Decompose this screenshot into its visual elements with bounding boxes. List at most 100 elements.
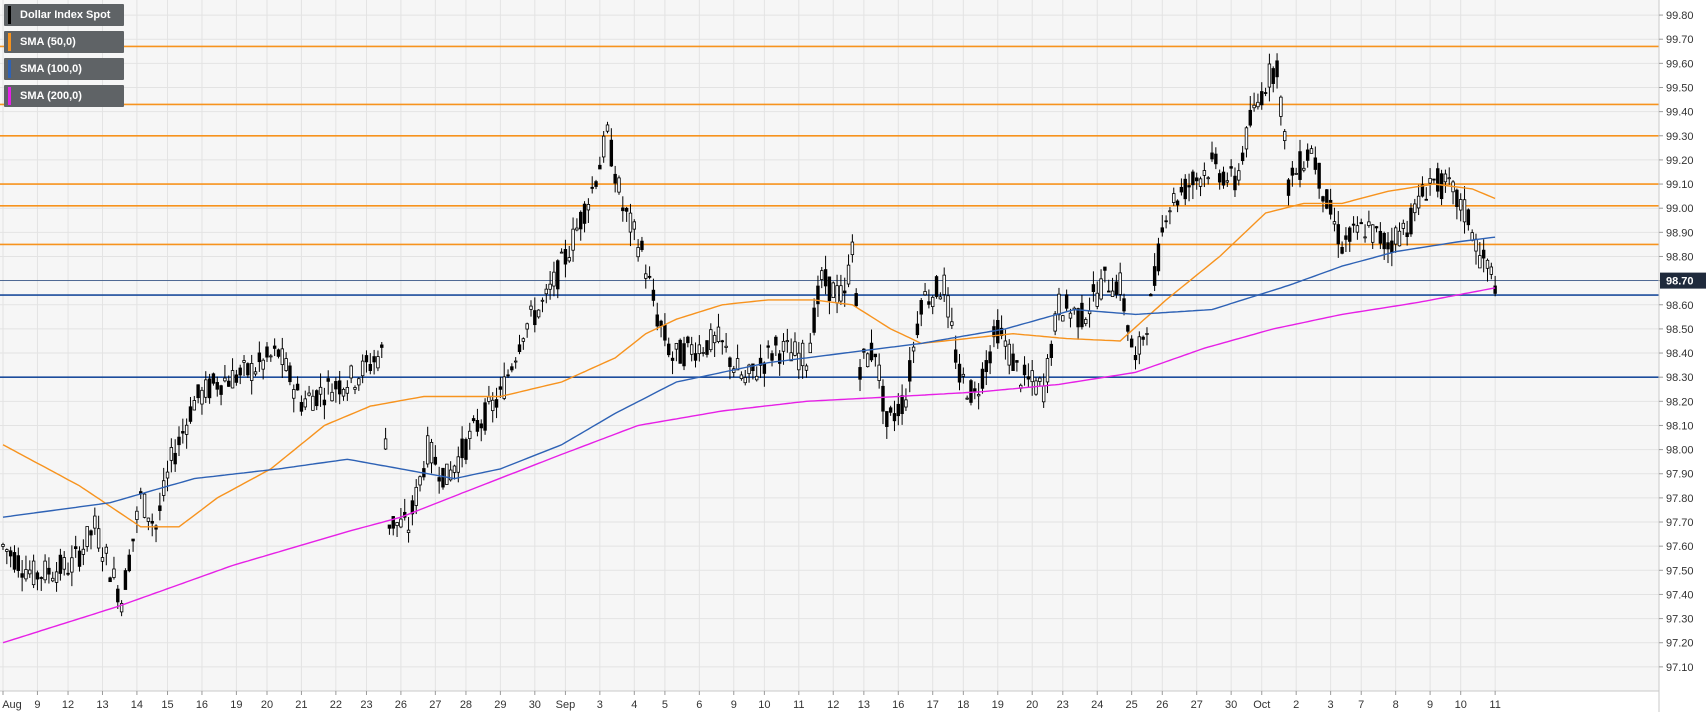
candle-down [1240, 152, 1245, 162]
y-tick-label: 98.10 [1666, 420, 1694, 432]
candle-down [1152, 266, 1157, 286]
candle-up [395, 522, 399, 526]
x-tick-label: 20 [1026, 699, 1038, 711]
legend-item-sma100[interactable]: SMA (100,0) [4, 58, 125, 80]
candle-up [1428, 178, 1432, 184]
x-tick-label: 28 [460, 699, 472, 711]
candle-down [337, 380, 342, 395]
candle-down [437, 477, 441, 482]
candle-down [1229, 166, 1233, 169]
candle-up [54, 571, 59, 583]
legend-item-price[interactable]: Dollar Index Spot [4, 4, 125, 26]
candle-down [483, 402, 487, 431]
candle-down [1149, 293, 1153, 297]
candle-down [892, 413, 897, 422]
x-tick-label: 27 [429, 699, 441, 711]
candle-down [127, 554, 131, 572]
x-tick-label: 10 [1455, 699, 1467, 711]
candle-down [934, 276, 939, 297]
y-tick-label: 98.50 [1666, 324, 1694, 336]
candle-up [249, 363, 254, 381]
candle-down [150, 520, 154, 524]
candle-up [525, 323, 529, 330]
candle-up [835, 285, 839, 304]
candle-up [1038, 377, 1042, 382]
legend-swatch [8, 60, 11, 78]
candle-down [1336, 224, 1340, 245]
candle-up [701, 352, 705, 354]
x-tick-label: 18 [957, 699, 969, 711]
candle-down [777, 353, 782, 364]
candle-down [464, 439, 468, 460]
x-tick-label: 27 [1191, 699, 1203, 711]
legend-item-sma50[interactable]: SMA (50,0) [4, 31, 125, 53]
candle-down [670, 357, 675, 361]
candle-up [119, 603, 124, 613]
candle-down [869, 342, 874, 361]
x-tick-label: 11 [1489, 699, 1500, 711]
candle-down [89, 530, 93, 536]
candle-down [368, 363, 372, 371]
candle-up [349, 365, 353, 379]
candle-up [1474, 238, 1478, 252]
candle-down [728, 357, 732, 367]
y-tick-label: 99.60 [1666, 58, 1694, 70]
y-tick-label: 97.30 [1666, 614, 1694, 626]
candle-up [536, 309, 541, 318]
candle-up [1118, 272, 1122, 295]
candle-down [295, 383, 300, 391]
candle-down [20, 573, 24, 578]
price-tag-label: 98.70 [1666, 276, 1694, 288]
legend-item-sma200[interactable]: SMA (200,0) [4, 85, 125, 107]
candle-down [1286, 179, 1291, 196]
candle-up [747, 364, 751, 375]
y-tick-label: 99.20 [1666, 155, 1694, 167]
candle-up [1007, 343, 1011, 366]
candle-down [563, 249, 568, 265]
candle-down [1217, 173, 1222, 183]
x-tick-label: 26 [1156, 699, 1168, 711]
candle-up [976, 394, 981, 397]
candle-down [888, 407, 893, 413]
candle-up [712, 335, 717, 344]
candle-down [1390, 240, 1394, 253]
candle-down [1378, 230, 1383, 244]
candle-down [705, 340, 709, 355]
candle-down [774, 336, 778, 346]
x-tick-label: Oct [1253, 699, 1270, 711]
y-tick-label: 99.40 [1666, 107, 1694, 119]
candle-down [265, 346, 269, 358]
candle-down [1317, 162, 1321, 189]
x-tick-label: 3 [1328, 699, 1334, 711]
legend-label: SMA (200,0) [20, 90, 82, 102]
candle-up [1, 543, 5, 547]
candle-up [62, 557, 66, 570]
candle-up [1252, 104, 1256, 109]
candle-up [1099, 278, 1103, 300]
sma-100-line [2, 236, 1496, 518]
candle-down [984, 360, 988, 373]
candle-down [762, 362, 767, 374]
x-tick-label: 13 [96, 699, 108, 711]
candle-down [533, 310, 537, 326]
candle-down [1466, 209, 1471, 226]
candle-up [269, 355, 273, 358]
candle-up [513, 360, 518, 363]
candle-down [12, 552, 17, 570]
grid [0, 0, 1659, 691]
candle-down [471, 418, 476, 422]
candle-down [234, 374, 239, 383]
candle-down [770, 353, 774, 361]
candle-down [1409, 207, 1413, 235]
candle-down [900, 395, 904, 415]
y-tick-label: 98.80 [1666, 251, 1694, 263]
legend: Dollar Index Spot SMA (50,0) SMA (100,0)… [4, 4, 125, 112]
candle-up [575, 227, 579, 231]
candle-up [1202, 170, 1207, 176]
candle-up [689, 344, 694, 355]
candle-down [686, 336, 690, 344]
candle-down [1386, 242, 1390, 250]
candle-up [487, 396, 491, 402]
candle-down [1374, 226, 1379, 229]
